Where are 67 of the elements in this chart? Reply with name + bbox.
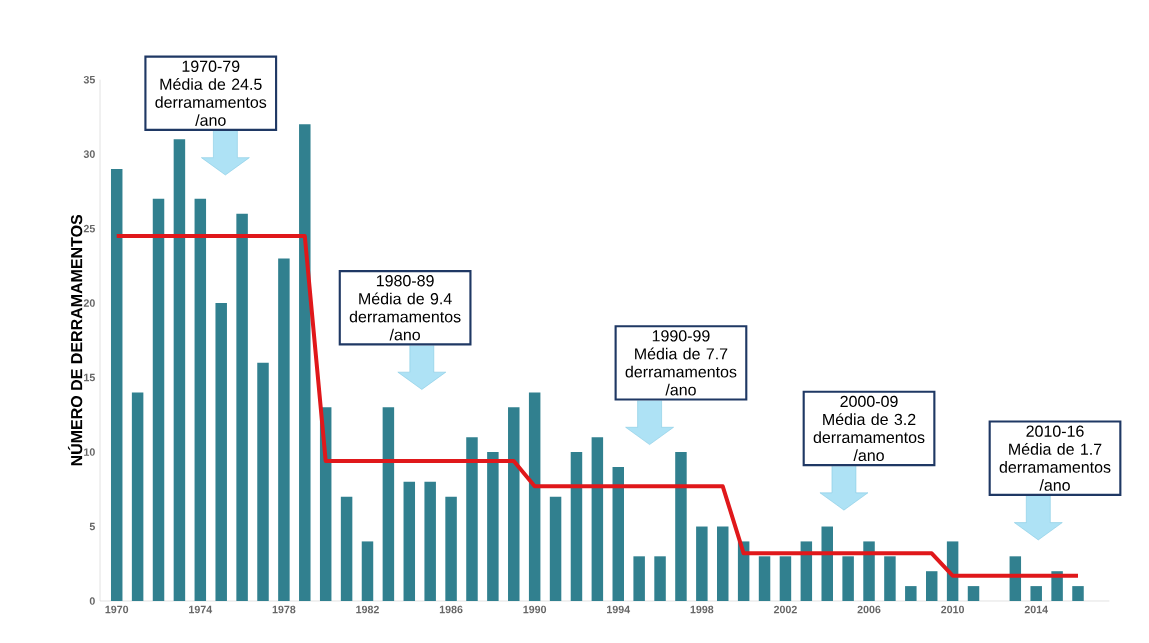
x-tick-label: 1986 — [439, 605, 463, 614]
bar — [758, 556, 771, 601]
bar — [591, 437, 604, 601]
bar — [403, 481, 416, 601]
y-tick-label: 10 — [84, 448, 95, 456]
bar — [508, 407, 520, 601]
bar — [779, 556, 792, 601]
annotation: 1990-99 Média de 7.7 derramamentos /ano — [625, 330, 737, 396]
bar — [612, 466, 624, 601]
x-tick-label: 1978 — [272, 605, 296, 614]
annotation: 1970-79 Média de 24.5 derramamentos /ano — [155, 60, 267, 126]
x-tick-label: 1990 — [523, 605, 547, 614]
x-tick-label: 1994 — [607, 605, 631, 614]
y-tick-label: 0 — [89, 597, 95, 605]
bar — [654, 556, 666, 601]
bar — [884, 556, 896, 601]
bar — [1072, 586, 1084, 601]
annotation: 2010-16 Média de 1.7 derramamentos /ano — [999, 425, 1111, 491]
bar — [194, 198, 207, 601]
y-axis-title: NÚMERO DE DERRAMAMENTOS — [67, 214, 83, 466]
bar — [1030, 586, 1042, 601]
x-tick-label: 2006 — [857, 605, 881, 614]
y-tick-label: 5 — [89, 522, 95, 531]
x-tick-label: 2010 — [941, 605, 965, 614]
bar — [967, 586, 980, 601]
bar — [382, 407, 395, 601]
y-tick-label: 35 — [83, 75, 95, 84]
bar — [487, 452, 499, 601]
bar — [215, 303, 227, 601]
bar — [257, 362, 269, 601]
bar — [925, 571, 938, 601]
y-tick-label: 30 — [83, 150, 95, 158]
bar — [361, 541, 374, 601]
bar — [340, 496, 353, 601]
bar — [696, 526, 708, 601]
bar — [821, 526, 833, 601]
bar — [633, 556, 645, 601]
x-tick-label: 1974 — [189, 605, 213, 614]
bar — [173, 139, 186, 601]
bar — [131, 392, 144, 601]
y-tick-label: 25 — [83, 224, 95, 233]
bar — [299, 124, 311, 601]
bar — [236, 213, 248, 601]
bar — [863, 541, 875, 601]
bar — [152, 198, 165, 601]
x-tick-label: 2014 — [1024, 605, 1049, 614]
x-tick-label: 1998 — [690, 605, 714, 614]
annotation: 1980-89 Média de 9.4 derramamentos /ano — [349, 275, 461, 341]
bar — [842, 556, 854, 601]
bar — [278, 258, 290, 601]
bar — [800, 541, 813, 601]
y-tick-label: 20 — [83, 299, 95, 307]
bar — [905, 586, 917, 601]
x-tick-label: 2002 — [773, 605, 797, 614]
bar — [528, 392, 541, 601]
bar — [110, 169, 123, 601]
bar — [570, 452, 583, 601]
bar — [424, 481, 436, 601]
bar — [445, 496, 457, 601]
bar — [717, 526, 729, 601]
bar — [466, 437, 478, 601]
bar — [675, 452, 687, 601]
x-tick-label: 1970 — [105, 605, 129, 614]
y-tick-label: 15 — [84, 373, 95, 382]
annotation: 2000-09 Média de 3.2 derramamentos /ano — [813, 395, 925, 462]
x-tick-label: 1982 — [356, 605, 379, 614]
bar — [549, 496, 562, 601]
